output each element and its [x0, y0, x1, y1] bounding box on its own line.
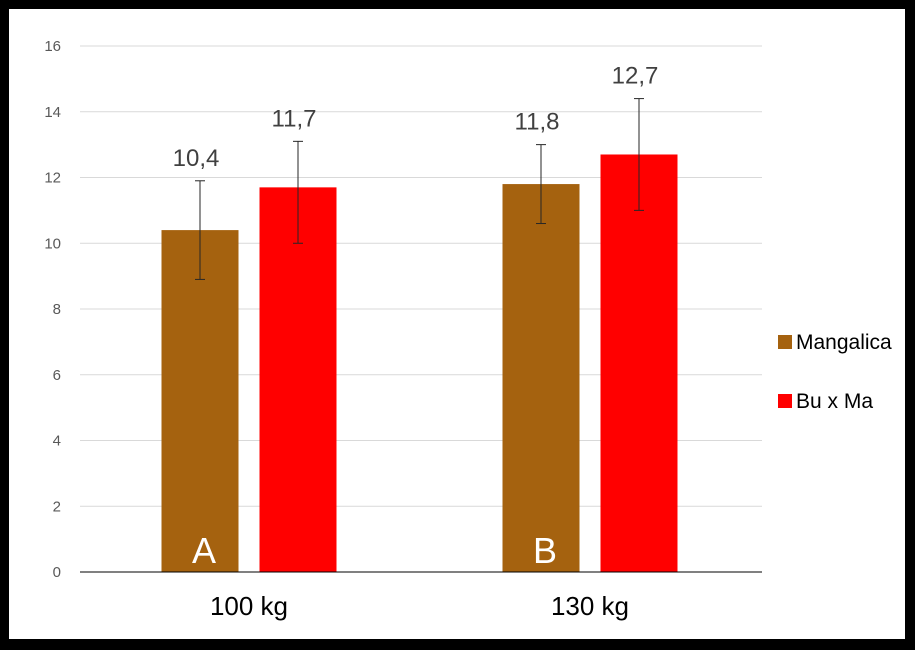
- legend-swatch: [778, 394, 792, 408]
- y-tick-label: 8: [53, 301, 61, 318]
- y-tick-label: 10: [44, 235, 61, 252]
- bar-annotation: A: [192, 530, 216, 571]
- bar: [502, 184, 580, 572]
- y-tick-label: 2: [53, 498, 61, 515]
- data-label: 11,8: [515, 109, 560, 136]
- x-category-label: 100 kg: [210, 591, 288, 621]
- bar-chart: 0 2 4 6 8 10 12 14 16 10,4 A 11,8 B 11,7 12,7 100 kg 130…: [44, 38, 892, 621]
- data-label: 11,7: [272, 105, 317, 132]
- y-tick-label: 6: [53, 367, 61, 384]
- data-label: 12,7: [612, 63, 659, 90]
- chart-frame: 0 2 4 6 8 10 12 14 16 10,4 A 11,8 B 11,7 12,7 100 kg 130…: [9, 9, 905, 639]
- y-tick-label: 4: [53, 433, 61, 450]
- y-tick-label: 12: [44, 170, 61, 187]
- legend-swatch: [778, 335, 792, 349]
- bar: [259, 187, 337, 573]
- y-tick-label: 14: [44, 104, 61, 121]
- bar: [161, 230, 239, 572]
- legend-label: Bu x Ma: [796, 390, 873, 413]
- bar: [600, 154, 678, 573]
- y-tick-label: 0: [53, 564, 61, 581]
- data-label: 10,4: [173, 145, 220, 172]
- y-tick-label: 16: [44, 38, 61, 55]
- legend-label: Mangalica: [796, 331, 892, 354]
- bar-annotation: B: [533, 530, 557, 571]
- x-category-label: 130 kg: [551, 591, 629, 621]
